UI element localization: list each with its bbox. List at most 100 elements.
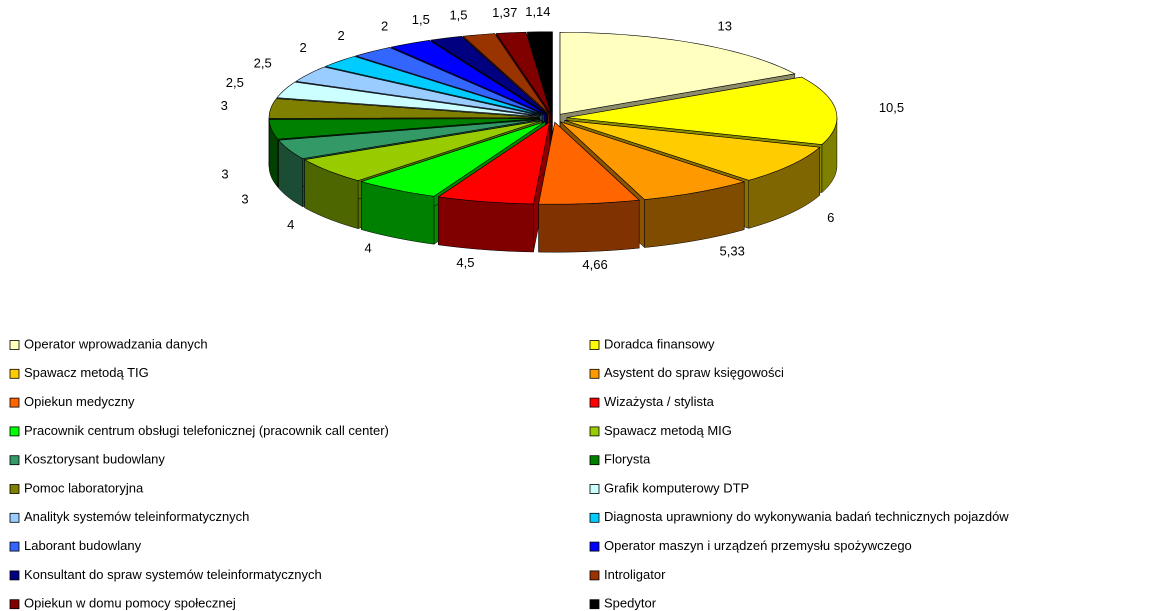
legend-swatch (9, 368, 20, 379)
legend-swatch (9, 541, 20, 552)
legend-item: Pomoc laboratoryjna (9, 480, 144, 495)
pie-slice (324, 56, 543, 116)
data-label: 3 (221, 98, 228, 113)
data-label: 2 (338, 28, 345, 43)
data-label: 4 (365, 240, 372, 255)
legend-item: Konsultant do spraw systemów teleinforma… (9, 567, 322, 582)
legend-label: Asystent do spraw księgowości (604, 365, 784, 380)
legend-label: Introligator (604, 567, 666, 582)
legend-label: Grafik komputerowy DTP (604, 480, 749, 495)
legend-swatch (589, 512, 600, 523)
legend-item: Laborant budowlany (9, 538, 142, 553)
legend-label: Laborant budowlany (24, 538, 142, 553)
legend-label: Doradca finansowy (604, 336, 715, 351)
pie-slice (495, 31, 552, 114)
legend-label: Operator wprowadzania danych (24, 336, 208, 351)
pie-slice (462, 33, 550, 115)
pie-slice (268, 98, 540, 119)
pie-slice (566, 76, 838, 145)
legend-swatch (589, 426, 600, 437)
legend-label: Operator maszyn i urządzeń przemysłu spo… (604, 538, 912, 553)
pie-slice (390, 40, 547, 115)
legend-swatch (9, 397, 20, 408)
legend-item: Analityk systemów teleinformatycznych (9, 509, 249, 524)
legend-label: Pomoc laboratoryjna (24, 480, 144, 495)
legend-item: Operator maszyn i urządzeń przemysłu spo… (589, 538, 912, 553)
pie-slice (295, 66, 542, 117)
pie-slice (538, 121, 640, 205)
legend-label: Opiekun w domu pomocy społecznej (24, 596, 236, 611)
data-label: 2,5 (226, 75, 244, 90)
legend-label: Opiekun medyczny (24, 394, 135, 409)
legend-swatch (9, 426, 20, 437)
legend-swatch (9, 340, 20, 350)
legend-item: Pracownik centrum obsługi telefonicznej … (9, 423, 389, 438)
legend-swatch (589, 541, 600, 552)
data-label: 10,5 (879, 100, 904, 115)
legend-swatch (9, 455, 20, 466)
legend-item: Spawacz metodą MIG (589, 423, 732, 438)
legend-item: Opiekun w domu pomocy społecznej (9, 596, 236, 611)
legend-label: Spawacz metodą TIG (24, 365, 149, 380)
data-label: 5,33 (720, 243, 745, 258)
legend-item: Introligator (589, 567, 666, 582)
slice-side (438, 196, 534, 253)
legend-label: Florysta (604, 452, 651, 467)
legend-swatch (589, 340, 600, 350)
legend-item: Opiekun medyczny (9, 394, 135, 409)
pie-slice (278, 119, 541, 159)
legend-label: Analityk systemów teleinformatycznych (24, 509, 249, 524)
data-label: 1,14 (525, 4, 550, 19)
legend-swatch (589, 599, 600, 610)
legend-item: Wizażysta / stylista (589, 394, 715, 409)
pie-slice (559, 32, 796, 115)
legend-label: Kosztorysant budowlany (24, 452, 165, 467)
data-label: 3 (241, 191, 248, 206)
legend-item: Spawacz metodą TIG (9, 365, 149, 380)
legend-item: Florysta (589, 452, 651, 467)
pie-slice (354, 47, 545, 116)
legend-swatch (589, 455, 600, 466)
data-label: 1,37 (492, 5, 517, 20)
slice-side (538, 199, 640, 253)
legend-swatch (9, 599, 20, 610)
legend-item: Kosztorysant budowlany (9, 452, 165, 467)
legend-swatch (589, 570, 600, 581)
legend-item: Asystent do spraw księgowości (589, 365, 784, 380)
pie-slice (276, 81, 540, 117)
data-label: 3 (221, 167, 228, 182)
legend-label: Spawacz metodą MIG (604, 423, 732, 438)
legend-label: Spedytor (604, 596, 657, 611)
pie-slice (430, 36, 548, 115)
data-label: 1,5 (449, 8, 467, 23)
pie-slice (437, 121, 551, 205)
data-label: 4,5 (456, 255, 474, 270)
pie-slice (527, 31, 553, 114)
data-label: 2,5 (254, 56, 272, 71)
legend-swatch (9, 484, 20, 494)
legend-label: Diagnosta uprawniony do wykonywania bada… (604, 509, 1009, 524)
data-label: 6 (827, 210, 834, 225)
legend-swatch (9, 570, 20, 581)
pie-slice (268, 118, 540, 140)
pie-slice (564, 120, 821, 181)
legend-swatch (589, 368, 600, 379)
legend-label: Konsultant do spraw systemów teleinforma… (24, 567, 322, 582)
legend-swatch (9, 512, 20, 523)
data-label: 13 (718, 18, 732, 33)
pie-slice (360, 121, 546, 197)
legend-item: Grafik komputerowy DTP (589, 480, 749, 495)
legend-swatch (589, 397, 600, 408)
legend-label: Pracownik centrum obsługi telefonicznej … (24, 423, 389, 438)
data-label: 1,5 (412, 12, 430, 27)
legend-item: Doradca finansowy (589, 336, 715, 351)
data-label: 4 (287, 217, 294, 232)
pie-slice (559, 121, 746, 200)
legend-label: Wizażysta / stylista (604, 394, 715, 409)
data-label: 4,66 (582, 257, 607, 272)
pie-slice (303, 120, 543, 181)
data-label: 2 (381, 18, 388, 33)
legend-swatch (589, 484, 600, 494)
data-label: 2 (299, 40, 306, 55)
